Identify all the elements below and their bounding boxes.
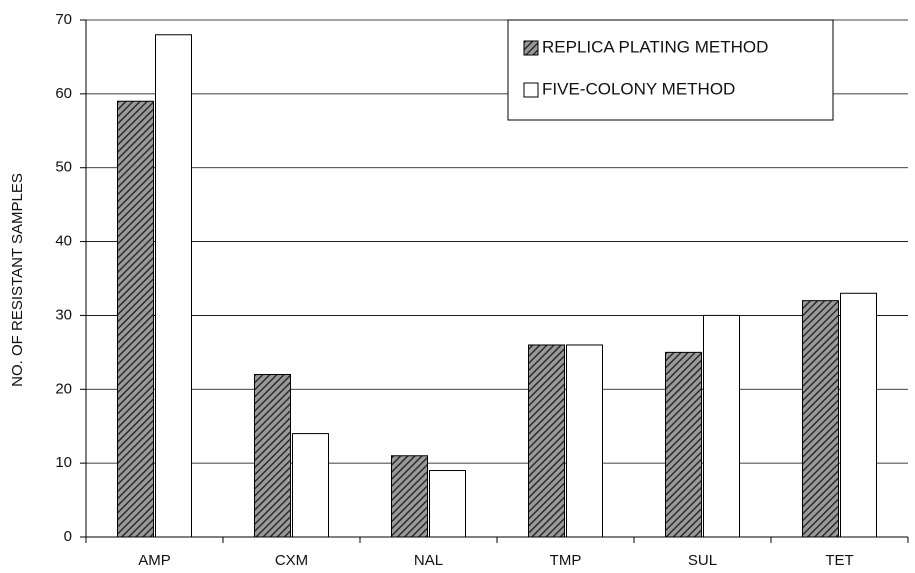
- bar: [703, 314, 740, 538]
- bar: [528, 344, 565, 538]
- x-tick-label: TET: [825, 552, 853, 569]
- bar: [117, 100, 154, 538]
- x-tick-label: AMP: [138, 552, 171, 569]
- bar: [802, 300, 839, 538]
- y-tick-label: 60: [55, 85, 72, 102]
- legend-label: REPLICA PLATING METHOD: [542, 37, 768, 56]
- y-tick-label: 70: [55, 11, 72, 28]
- bar: [391, 455, 428, 538]
- bar: [429, 470, 466, 538]
- bar: [254, 374, 291, 538]
- legend-swatch: [523, 40, 539, 56]
- bar: [566, 344, 603, 538]
- x-tick-label: CXM: [275, 552, 308, 569]
- bar: [665, 351, 702, 538]
- x-tick-label: TMP: [550, 552, 582, 569]
- bar: [155, 34, 192, 538]
- bar: [292, 433, 329, 538]
- legend-box: [507, 19, 834, 121]
- y-tick-label: 40: [55, 233, 72, 250]
- y-tick-label: 20: [55, 380, 72, 397]
- x-tick-label: NAL: [414, 552, 443, 569]
- y-tick-label: 50: [55, 159, 72, 176]
- y-axis-label: NO. OF RESISTANT SAMPLES: [9, 173, 26, 387]
- legend-label: FIVE-COLONY METHOD: [542, 79, 735, 98]
- bar: [840, 292, 877, 538]
- y-tick-label: 10: [55, 454, 72, 471]
- legend-swatch: [523, 82, 539, 98]
- x-tick-label: SUL: [688, 552, 717, 569]
- y-tick-label: 30: [55, 306, 72, 323]
- y-tick-label: 0: [64, 528, 72, 545]
